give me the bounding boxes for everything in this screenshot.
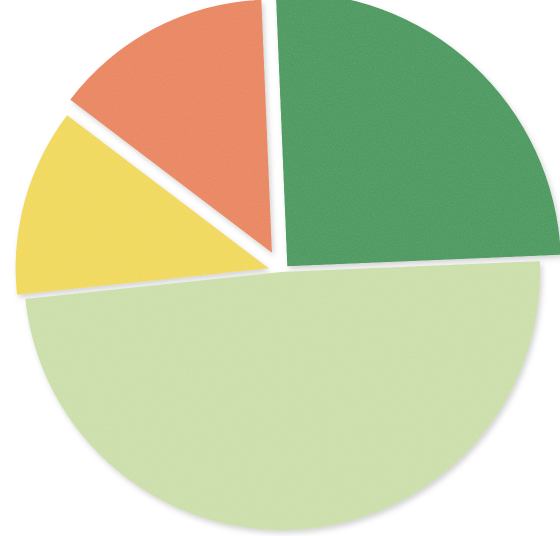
pie-slice-texture-2 bbox=[70, 0, 272, 253]
pie-slices bbox=[15, 0, 560, 531]
pie-slice-texture-4 bbox=[25, 261, 541, 531]
pie-slice-texture-1 bbox=[15, 115, 269, 295]
pie-slice-texture-3 bbox=[276, 0, 560, 267]
